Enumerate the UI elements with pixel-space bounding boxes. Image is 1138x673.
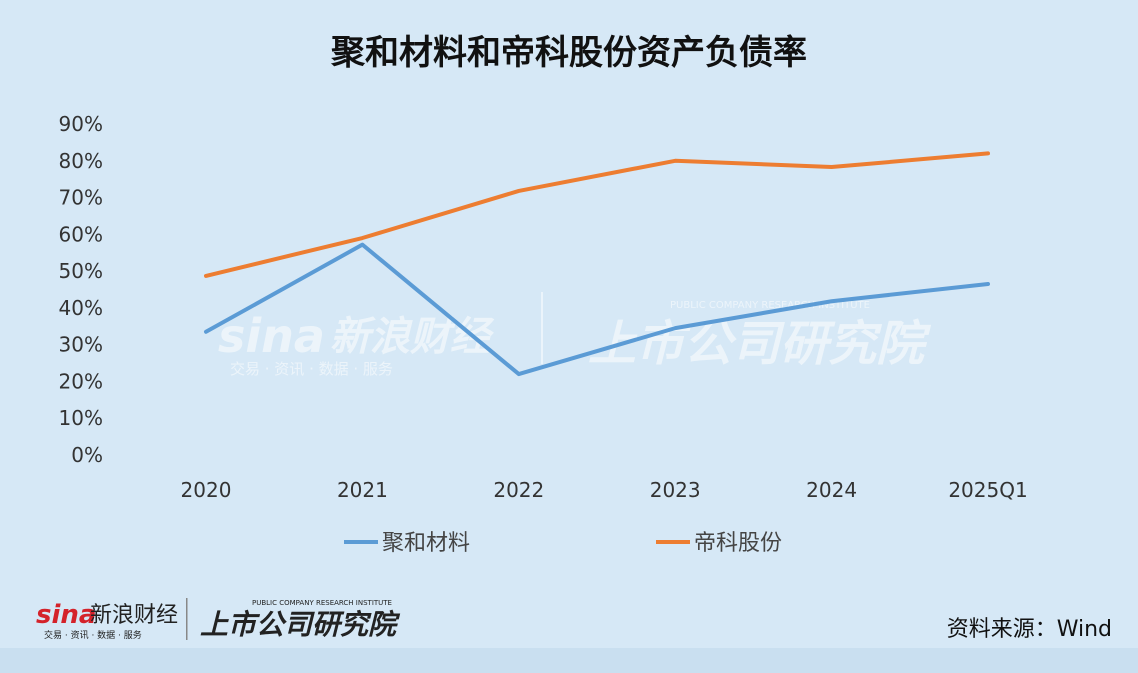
y-tick-label: 50% — [59, 259, 103, 283]
legend-label-1: 帝科股份 — [694, 531, 782, 556]
footer-sina-tagline: 交易 · 资讯 · 数据 · 服务 — [44, 629, 142, 641]
x-tick-label: 2023 — [650, 478, 701, 502]
x-axis: 2020 2021 2022 2023 2024 2025Q1 — [181, 478, 1028, 502]
legend-label-0: 聚和材料 — [382, 531, 470, 556]
footer-sina-logo: sina — [36, 600, 96, 630]
y-tick-label: 80% — [59, 149, 103, 173]
y-axis: 0% 10% 20% 30% 40% 50% 60% 70% 80% 90% — [59, 112, 103, 467]
series-line-1 — [204, 151, 990, 278]
y-tick-label: 70% — [59, 186, 103, 210]
watermark-sina-tagline: 交易 · 资讯 · 数据 · 服务 — [230, 360, 393, 378]
watermark: sina 新浪财经 交易 · 资讯 · 数据 · 服务 PUBLIC COMPA… — [218, 292, 932, 378]
footer-band — [0, 648, 1138, 673]
watermark-institute-en: PUBLIC COMPANY RESEARCH INSTITUTE — [670, 300, 870, 311]
y-tick-label: 60% — [59, 222, 103, 246]
y-tick-label: 0% — [71, 443, 103, 467]
chart-title: 聚和材料和帝科股份资产负债率 — [330, 33, 807, 73]
x-tick-label: 2022 — [493, 478, 544, 502]
watermark-sina-name: 新浪财经 — [330, 314, 495, 360]
watermark-sina-logo: sina — [218, 309, 325, 363]
series-lines — [204, 151, 990, 377]
legend: 聚和材料 帝科股份 — [344, 531, 782, 556]
watermark-institute-name: 上市公司研究院 — [588, 316, 932, 372]
footer-institute-name: 上市公司研究院 — [200, 608, 401, 641]
y-tick-label: 40% — [59, 296, 103, 320]
y-tick-label: 30% — [59, 333, 103, 357]
y-tick-label: 10% — [59, 406, 103, 430]
data-source: 资料来源：Wind — [947, 617, 1112, 642]
footer-divider — [186, 598, 188, 640]
footer: sina 新浪财经 交易 · 资讯 · 数据 · 服务 PUBLIC COMPA… — [36, 598, 1112, 642]
x-tick-label: 2020 — [181, 478, 232, 502]
series-line-0 — [204, 242, 990, 377]
y-tick-label: 20% — [59, 369, 103, 393]
y-tick-label: 90% — [59, 112, 103, 136]
x-tick-label: 2021 — [337, 478, 388, 502]
x-tick-label: 2024 — [806, 478, 857, 502]
x-tick-label: 2025Q1 — [948, 478, 1027, 502]
footer-sina-name: 新浪财经 — [90, 603, 178, 628]
footer-institute-en: PUBLIC COMPANY RESEARCH INSTITUTE — [252, 599, 392, 607]
watermark-divider — [541, 292, 543, 364]
